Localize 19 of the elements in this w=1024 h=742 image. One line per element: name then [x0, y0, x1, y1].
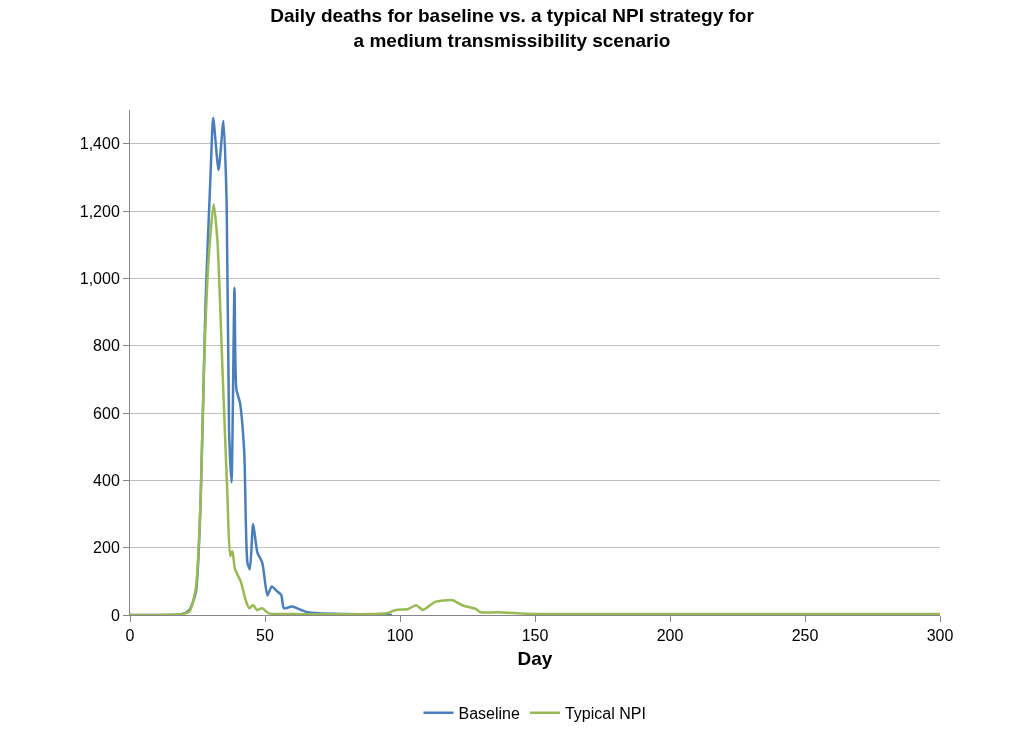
y-tick-label: 800 — [93, 337, 120, 355]
y-tick-label: 400 — [93, 471, 120, 489]
x-tick-label: 200 — [656, 627, 684, 645]
x-tick-label: 250 — [791, 627, 819, 645]
x-axis-title: Day — [517, 648, 553, 669]
chart-title: Daily deaths for baseline vs. a typical NPI strategy for a medium transmissibility scenario — [270, 5, 755, 51]
x-tick-label: 150 — [521, 627, 549, 645]
x-tick-label: 0 — [125, 627, 135, 645]
legend-label: Typical NPI — [564, 704, 646, 722]
y-tick-label: 200 — [93, 539, 120, 557]
y-tick-label: 0 — [110, 606, 120, 624]
y-tick-label: 1,400 — [79, 135, 120, 153]
x-tick-label: 50 — [256, 627, 274, 645]
y-tick-label: 1,000 — [79, 269, 120, 287]
legend-label: Baseline — [458, 704, 520, 722]
x-tick-label: 300 — [926, 627, 954, 645]
y-tick-label: 600 — [93, 404, 120, 422]
x-tick-label: 100 — [386, 627, 414, 645]
y-tick-label: 1,200 — [79, 202, 120, 220]
